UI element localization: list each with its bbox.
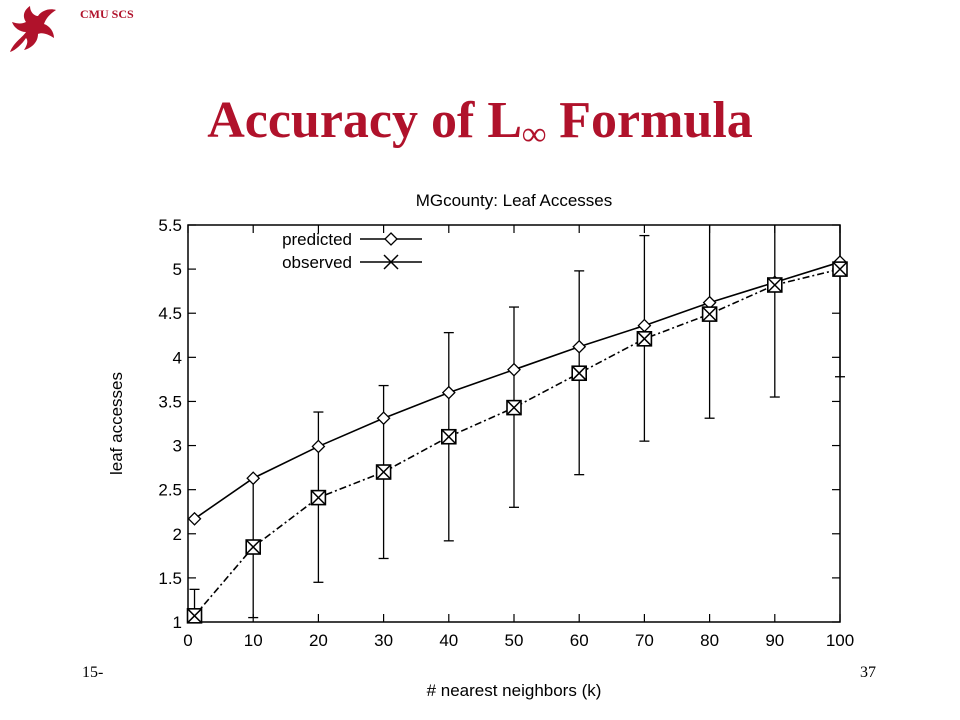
point-predicted <box>376 411 391 426</box>
x-tick-label: 30 <box>374 631 393 650</box>
point-observed <box>766 277 783 293</box>
x-tick-label: 40 <box>439 631 458 650</box>
title-subscript: ∞ <box>522 116 547 153</box>
point-predicted <box>441 385 456 400</box>
point-predicted <box>572 339 587 354</box>
point-observed <box>506 399 522 416</box>
y-tick-label: 5 <box>173 260 182 279</box>
x-tick-label: 20 <box>309 631 328 650</box>
point-predicted <box>187 511 202 526</box>
series-line-observed <box>193 268 841 617</box>
point-predicted <box>637 318 652 333</box>
y-tick-label: 2.5 <box>158 481 182 500</box>
y-tick-label: 5.5 <box>158 216 182 235</box>
x-tick-label: 90 <box>765 631 784 650</box>
line-chart: MGcounty: Leaf Accesses 1 1.5 2 2.5 3 3.5 4 4.5 5… <box>107 191 854 700</box>
title-main: Accuracy of L <box>207 92 522 149</box>
point-predicted <box>507 362 521 377</box>
y-tick-label: 2 <box>173 525 182 544</box>
y-tick-label: 3 <box>173 437 182 456</box>
x-tick-label: 10 <box>244 631 263 650</box>
x-tick-label: 70 <box>635 631 654 650</box>
point-observed <box>245 539 261 555</box>
point-observed <box>310 489 327 506</box>
point-observed <box>375 464 392 480</box>
x-tick-label: 80 <box>700 631 719 650</box>
legend-label-observed: observed <box>282 253 352 272</box>
point-observed <box>701 306 718 322</box>
chart-title: MGcounty: Leaf Accesses <box>416 191 613 210</box>
y-tick-label: 3.5 <box>158 392 182 411</box>
x-tick-label: 60 <box>570 631 589 650</box>
page-number: 37 <box>860 664 876 681</box>
point-predicted <box>246 471 261 486</box>
chart-container: MGcounty: Leaf Accesses 1 1.5 2 2.5 3 3.5 4 4.5 5… <box>100 182 860 710</box>
y-tick-label: 1 <box>173 613 182 632</box>
series-line-predicted <box>194 261 841 520</box>
y-tick-label: 4 <box>173 348 182 367</box>
x-tick-label: 50 <box>505 631 524 650</box>
point-observed <box>571 365 588 382</box>
x-axis-label: # nearest neighbors (k) <box>427 681 602 700</box>
point-observed <box>636 331 653 347</box>
y-tick-label: 1.5 <box>158 569 182 588</box>
griffin-logo-icon <box>10 6 56 52</box>
slide-title: Accuracy of L∞ Formula <box>0 95 960 152</box>
y-tick-label: 4.5 <box>158 304 182 323</box>
footer-course-label: 15- <box>82 664 104 681</box>
legend-marker-predicted <box>384 232 398 246</box>
x-tick-label: 0 <box>183 631 192 650</box>
y-axis-label: leaf accesses <box>107 372 126 475</box>
legend-marker-observed <box>383 254 399 270</box>
title-tail: Formula <box>546 92 753 149</box>
x-tick-label: 100 <box>826 631 854 650</box>
point-observed <box>440 428 457 445</box>
point-observed <box>832 261 848 277</box>
org-label: CMU SCS <box>80 7 134 21</box>
legend-label-predicted: predicted <box>282 230 352 249</box>
point-predicted <box>311 439 326 454</box>
point-observed <box>186 608 203 624</box>
